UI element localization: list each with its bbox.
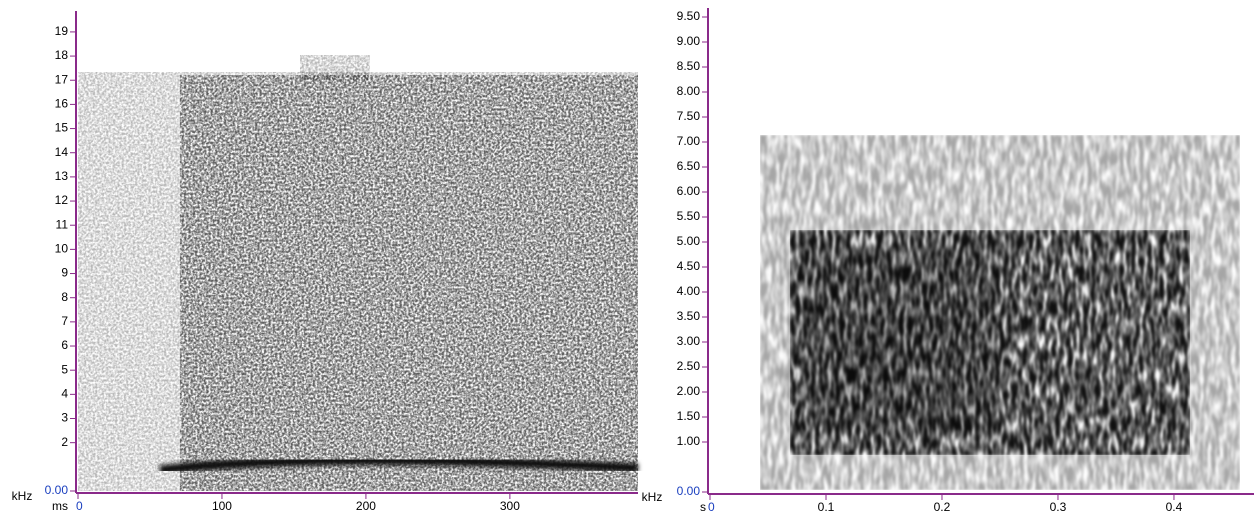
x-tick-label: 200 bbox=[356, 499, 376, 513]
y-tick-label: 5 bbox=[61, 362, 68, 376]
y-tick-label: 0.00 bbox=[45, 483, 69, 497]
y-tick-label: 17 bbox=[55, 72, 69, 86]
x-tick-label: 0.2 bbox=[934, 500, 951, 514]
y-tick-label: 6.00 bbox=[677, 184, 701, 198]
y-tick-label: 2.50 bbox=[677, 359, 701, 373]
x-tick-label: 100 bbox=[212, 499, 232, 513]
y-tick-label: 1.00 bbox=[677, 434, 701, 448]
y-tick-label: 1.50 bbox=[677, 409, 701, 423]
y-tick-label: 4.50 bbox=[677, 259, 701, 273]
y-tick-label: 2.00 bbox=[677, 384, 701, 398]
y-tick-label: 9 bbox=[61, 266, 68, 280]
y-tick-label: 9.50 bbox=[677, 9, 701, 23]
y-tick-label: 3.00 bbox=[677, 334, 701, 348]
y-axis-label: kHz bbox=[12, 489, 33, 503]
x-axis-label: ms bbox=[52, 499, 68, 513]
y-tick-label: 6.50 bbox=[677, 159, 701, 173]
spectrogram-image bbox=[760, 135, 1240, 490]
x-tick-label: 0.1 bbox=[818, 500, 835, 514]
y-tick-label: 15 bbox=[55, 121, 69, 135]
y-tick-label: 5.00 bbox=[677, 234, 701, 248]
y-tick-label: 3.50 bbox=[677, 309, 701, 323]
spectrogram-image bbox=[78, 55, 639, 491]
y-tick-label: 5.50 bbox=[677, 209, 701, 223]
x-axis-label: s bbox=[700, 500, 706, 514]
y-tick-label: 4 bbox=[61, 387, 68, 401]
x-tick-label: 300 bbox=[500, 499, 520, 513]
y-tick-label: 8.00 bbox=[677, 84, 701, 98]
y-tick-label: 7.50 bbox=[677, 109, 701, 123]
y-tick-label: 7 bbox=[61, 314, 68, 328]
y-tick-label: 10 bbox=[55, 242, 69, 256]
y-tick-label: 6 bbox=[61, 338, 68, 352]
x-tick-label: 0.3 bbox=[1050, 500, 1067, 514]
y-tick-label: 18 bbox=[55, 48, 69, 62]
y-axis-label: kHz bbox=[642, 490, 663, 504]
y-tick-label: 8.50 bbox=[677, 59, 701, 73]
y-tick-label: 19 bbox=[55, 24, 69, 38]
x-tick-label: 0.4 bbox=[1166, 500, 1183, 514]
y-tick-label: 3 bbox=[61, 411, 68, 425]
y-tick-label: 7.00 bbox=[677, 134, 701, 148]
y-tick-label: 13 bbox=[55, 169, 69, 183]
y-tick-label: 9.00 bbox=[677, 34, 701, 48]
y-tick-label: 16 bbox=[55, 97, 69, 111]
x-tick-label: 0 bbox=[76, 499, 83, 513]
y-tick-label: 0.00 bbox=[677, 484, 701, 498]
y-tick-label: 14 bbox=[55, 145, 69, 159]
x-tick-label: 0 bbox=[708, 500, 715, 514]
y-tick-label: 12 bbox=[55, 193, 69, 207]
y-tick-label: 8 bbox=[61, 290, 68, 304]
y-tick-label: 2 bbox=[61, 435, 68, 449]
y-tick-label: 4.00 bbox=[677, 284, 701, 298]
y-tick-label: 11 bbox=[56, 217, 69, 231]
